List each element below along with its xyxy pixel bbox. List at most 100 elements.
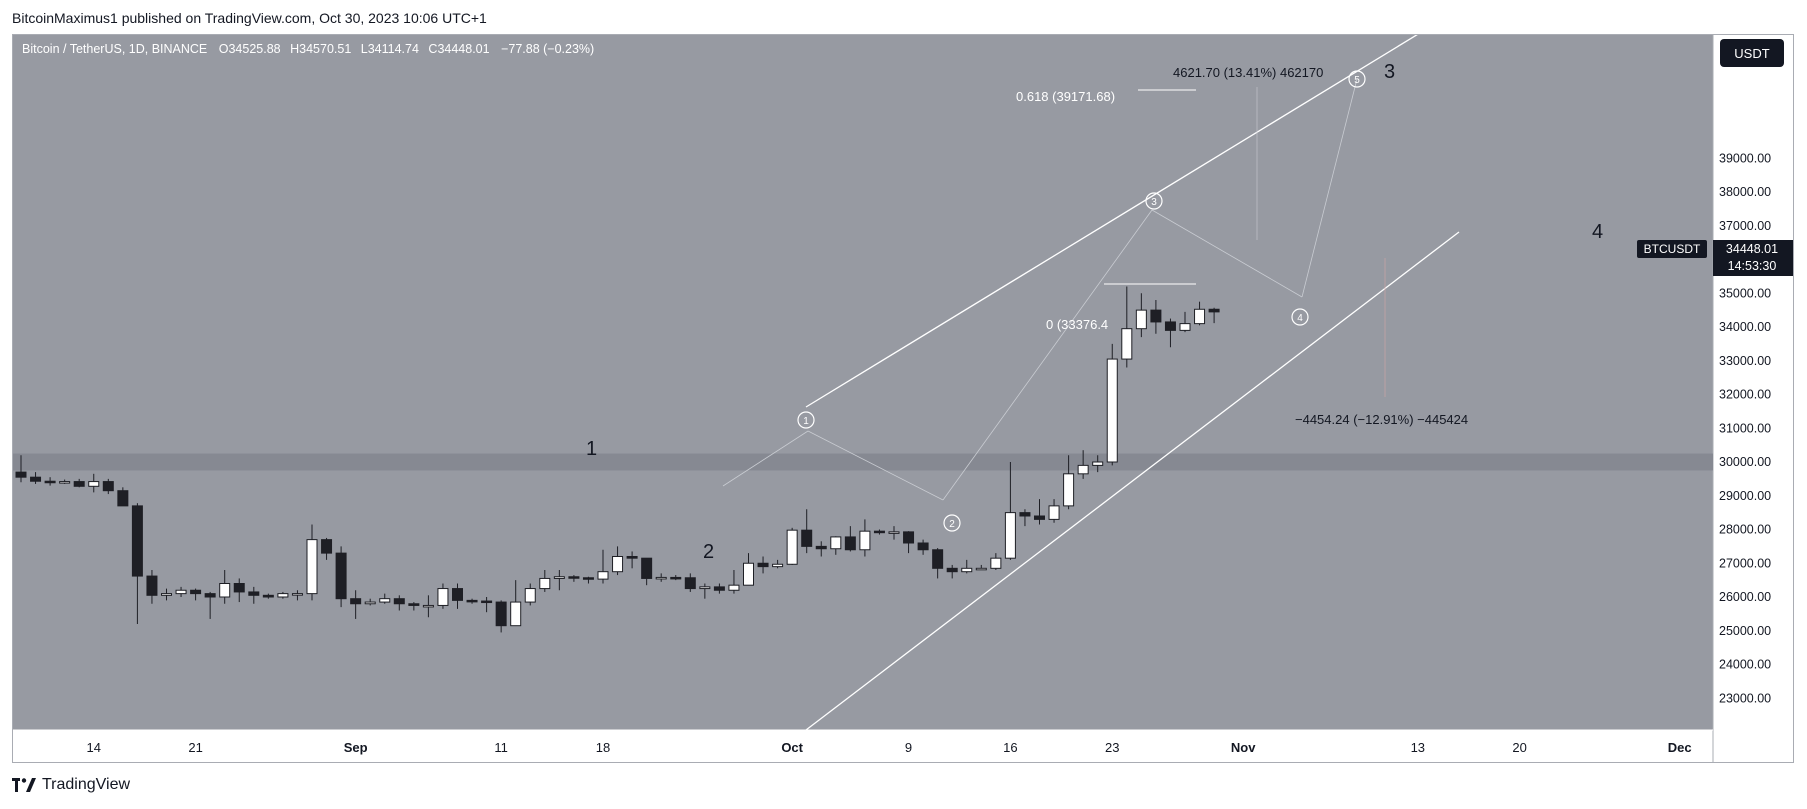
candle-2023-10-29[interactable] bbox=[1194, 301, 1206, 326]
candle-2023-08-09[interactable] bbox=[15, 455, 27, 483]
candle-2023-10-08[interactable] bbox=[888, 526, 900, 540]
candle-2023-09-03[interactable] bbox=[379, 593, 391, 604]
candle-2023-08-16[interactable] bbox=[117, 487, 129, 507]
candle-2023-08-30[interactable] bbox=[321, 537, 333, 560]
time-axis-bg[interactable] bbox=[13, 730, 1713, 762]
candle-2023-09-14[interactable] bbox=[539, 570, 551, 592]
candle-2023-09-08[interactable] bbox=[452, 583, 463, 609]
candle-2023-09-19[interactable] bbox=[612, 546, 624, 576]
candle-body bbox=[946, 567, 958, 573]
circled-wave-4: 4 bbox=[1291, 308, 1309, 326]
candle-body bbox=[350, 598, 362, 605]
candle-2023-10-15[interactable] bbox=[990, 553, 1002, 570]
currency-button-label[interactable]: USDT bbox=[1734, 46, 1769, 61]
candle-2023-08-11[interactable] bbox=[44, 477, 56, 486]
candle-2023-09-21[interactable] bbox=[641, 557, 653, 586]
candle-2023-10-18[interactable] bbox=[1034, 499, 1045, 525]
candle-2023-10-24[interactable] bbox=[1121, 286, 1133, 368]
candle-2023-09-27[interactable] bbox=[728, 570, 740, 594]
x-tick-label: Oct bbox=[781, 740, 803, 755]
candle-body bbox=[466, 599, 478, 603]
candle-2023-10-14[interactable] bbox=[975, 564, 987, 571]
candle-2023-09-28[interactable] bbox=[743, 553, 754, 586]
candle-2023-09-16[interactable] bbox=[568, 575, 580, 582]
candle-2023-08-25[interactable] bbox=[248, 586, 260, 604]
candle-2023-09-12[interactable] bbox=[510, 580, 522, 627]
candle-2023-08-29[interactable] bbox=[306, 524, 318, 601]
candle-2023-09-04[interactable] bbox=[393, 595, 405, 611]
candle-2023-10-27[interactable] bbox=[1164, 318, 1176, 348]
candle-2023-10-25[interactable] bbox=[1135, 293, 1147, 338]
candle-2023-09-07[interactable] bbox=[437, 583, 449, 609]
candle-2023-09-09[interactable] bbox=[466, 598, 478, 604]
candle-2023-10-20[interactable] bbox=[1063, 455, 1075, 510]
candle-2023-09-24[interactable] bbox=[684, 573, 696, 592]
candle-2023-10-10[interactable] bbox=[917, 539, 929, 555]
chart-container[interactable]: 23000.00 24000.00 25000.00 26000.00 27000.00… bbox=[12, 24, 1794, 763]
candle-2023-10-11[interactable] bbox=[932, 548, 944, 579]
candle-2023-09-01[interactable] bbox=[350, 590, 362, 619]
candle-2023-08-21[interactable] bbox=[190, 588, 202, 601]
candle-body bbox=[728, 584, 740, 591]
candle-2023-08-22[interactable] bbox=[204, 591, 216, 619]
candle-2023-09-30[interactable] bbox=[772, 559, 784, 569]
candle-2023-10-22[interactable] bbox=[1092, 455, 1104, 473]
candle-2023-08-26[interactable] bbox=[262, 593, 274, 599]
plot-area[interactable] bbox=[13, 35, 1713, 730]
candle-2023-10-12[interactable] bbox=[946, 564, 958, 579]
candle-2023-08-13[interactable] bbox=[73, 478, 85, 488]
candle-2023-10-01[interactable] bbox=[786, 527, 798, 565]
candle-2023-08-31[interactable] bbox=[335, 546, 347, 608]
candle-2023-10-02[interactable] bbox=[801, 509, 813, 554]
candle-2023-09-22[interactable] bbox=[655, 573, 667, 582]
candle-body bbox=[1063, 473, 1075, 507]
price-axis-bg[interactable] bbox=[1713, 35, 1793, 762]
candle-2023-09-25[interactable] bbox=[699, 583, 711, 599]
candle-2023-09-11[interactable] bbox=[495, 600, 507, 633]
candle-body bbox=[1208, 308, 1220, 313]
candle-2023-10-30[interactable] bbox=[1208, 307, 1220, 324]
candle-2023-08-12[interactable] bbox=[59, 479, 71, 484]
candle-2023-09-29[interactable] bbox=[757, 556, 769, 574]
candle-2023-09-26[interactable] bbox=[713, 583, 725, 594]
candle-2023-10-23[interactable] bbox=[1106, 343, 1118, 466]
candle-2023-10-07[interactable] bbox=[873, 529, 885, 535]
candle-2023-10-17[interactable] bbox=[1019, 509, 1031, 527]
candle-2023-09-02[interactable] bbox=[364, 598, 376, 606]
candle-2023-08-27[interactable] bbox=[277, 591, 289, 599]
candle-2023-09-23[interactable] bbox=[670, 575, 682, 581]
candle-2023-09-13[interactable] bbox=[524, 583, 536, 606]
candle-2023-09-06[interactable] bbox=[422, 595, 434, 618]
candle-2023-09-15[interactable] bbox=[553, 570, 565, 591]
candle-2023-10-21[interactable] bbox=[1077, 450, 1089, 479]
candle-2023-10-26[interactable] bbox=[1150, 300, 1162, 334]
candle-2023-08-23[interactable] bbox=[219, 570, 231, 604]
candle-2023-08-18[interactable] bbox=[146, 570, 158, 604]
candle-2023-09-20[interactable] bbox=[626, 551, 638, 569]
candle-2023-10-19[interactable] bbox=[1048, 499, 1060, 523]
candle-2023-08-14[interactable] bbox=[88, 473, 100, 493]
candle-2023-10-06[interactable] bbox=[859, 519, 871, 557]
candle-2023-09-18[interactable] bbox=[597, 549, 609, 584]
candle-2023-08-19[interactable] bbox=[161, 588, 172, 601]
candle-2023-08-24[interactable] bbox=[233, 578, 245, 603]
y-tick-label: 35000.00 bbox=[1719, 286, 1771, 300]
candle-2023-09-10[interactable] bbox=[481, 597, 493, 613]
candle-2023-10-03[interactable] bbox=[815, 541, 827, 557]
candle-2023-08-28[interactable] bbox=[291, 590, 303, 601]
candle-2023-08-15[interactable] bbox=[102, 478, 114, 495]
candle-2023-08-20[interactable] bbox=[175, 586, 187, 597]
candle-2023-09-05[interactable] bbox=[408, 602, 420, 611]
candle-2023-10-04[interactable] bbox=[830, 536, 842, 555]
candle-2023-10-09[interactable] bbox=[903, 531, 915, 554]
candle-2023-10-05[interactable] bbox=[844, 526, 856, 552]
candle-2023-10-13[interactable] bbox=[961, 559, 973, 574]
candle-2023-09-17[interactable] bbox=[582, 576, 594, 584]
candle-2023-08-10[interactable] bbox=[30, 472, 42, 484]
currency-button[interactable]: USDT bbox=[1720, 39, 1784, 67]
price-chart-svg[interactable]: 23000.00 24000.00 25000.00 26000.00 27000.00… bbox=[13, 24, 1793, 762]
candle-2023-10-16[interactable] bbox=[1004, 462, 1016, 560]
candle-2023-08-17[interactable] bbox=[131, 503, 143, 624]
circled-wave-5-label: 5 bbox=[1354, 75, 1360, 86]
candle-2023-10-28[interactable] bbox=[1179, 311, 1191, 333]
